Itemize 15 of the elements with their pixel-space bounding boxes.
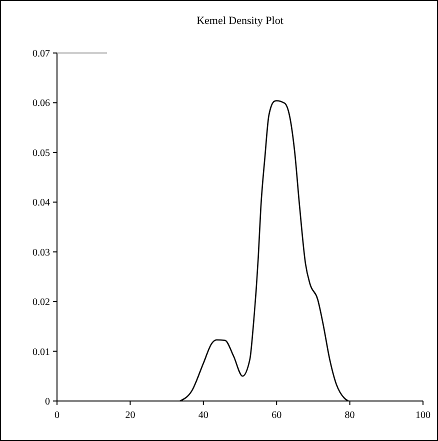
y-tick-label: 0.05 [32,148,50,159]
x-tick-label: 20 [125,410,136,421]
x-tick-label: 0 [54,410,60,421]
chart-title: Kemel Density Plot [196,15,284,27]
y-tick-label: 0.03 [32,247,50,258]
x-tick-label: 80 [344,410,355,421]
x-tick-label: 60 [272,410,282,421]
y-tick-label: 0.06 [32,98,50,110]
y-tick-label: 0.01 [32,346,50,358]
y-tick-label: 0.04 [32,198,50,209]
x-tick-label: 100 [416,410,430,421]
x-tick-label: 40 [198,410,208,421]
y-tick-label: 0.02 [32,297,50,308]
y-tick-label: 0 [45,396,50,408]
y-tick-label: 0.07 [32,48,50,60]
